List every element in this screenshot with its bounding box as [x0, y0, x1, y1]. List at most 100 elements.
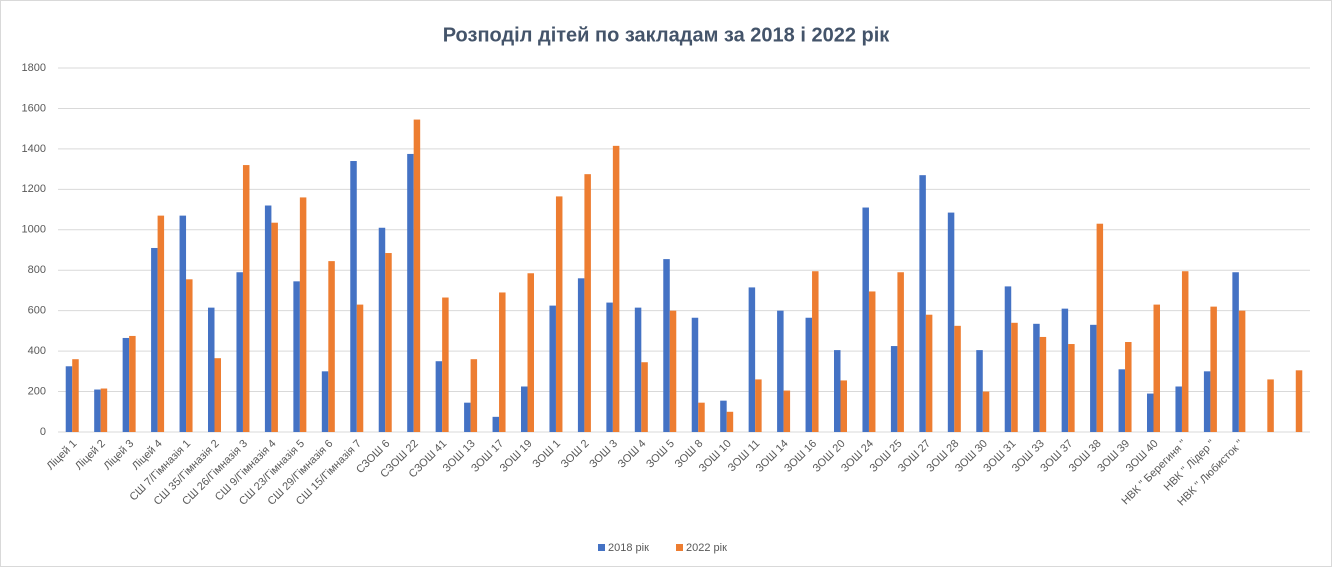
bar [1061, 308, 1069, 432]
bar [179, 215, 187, 432]
bar [868, 291, 876, 432]
bar [492, 416, 500, 432]
bar [264, 205, 272, 432]
y-tick-label: 1800 [22, 62, 46, 74]
bar [954, 325, 961, 432]
bar [720, 400, 727, 432]
bar [521, 386, 528, 432]
bar [1232, 272, 1239, 432]
bar [982, 391, 990, 432]
bar [214, 358, 221, 432]
bar [1011, 322, 1018, 432]
y-tick-label: 200 [28, 385, 46, 397]
bar [726, 411, 734, 432]
bar [350, 161, 357, 432]
bar [499, 292, 506, 432]
bar [691, 317, 699, 432]
bar [94, 389, 101, 432]
bar [1118, 369, 1126, 432]
bar [293, 281, 300, 432]
bar [1033, 323, 1040, 432]
bar [356, 304, 364, 432]
bar [663, 259, 670, 432]
bar [1181, 271, 1189, 432]
y-tick-label: 400 [28, 345, 46, 357]
bar [1096, 223, 1104, 432]
bar [1147, 393, 1154, 432]
bar [584, 174, 591, 432]
bar [72, 359, 79, 432]
chart-title: Розподіл дітей по закладам за 2018 і 202… [443, 24, 891, 46]
bar [1153, 304, 1160, 432]
bar [947, 212, 955, 432]
bar [236, 272, 243, 432]
bar [1175, 386, 1182, 432]
bar [925, 314, 933, 432]
bar [321, 371, 329, 432]
bar [129, 335, 136, 432]
bar [698, 402, 705, 432]
bar [777, 310, 784, 432]
legend-label: 2018 рік [608, 542, 649, 554]
bar [755, 379, 762, 432]
bar [805, 317, 813, 432]
bar [812, 271, 819, 432]
bar [100, 388, 108, 432]
bar [890, 346, 898, 432]
bar [122, 337, 130, 432]
bar [976, 350, 983, 432]
y-tick-label: 1600 [22, 102, 46, 114]
bar [328, 261, 335, 432]
bar [577, 278, 585, 432]
bar [555, 196, 563, 432]
bar [862, 207, 869, 432]
bar [612, 145, 620, 432]
bar [186, 279, 193, 432]
y-tick-label: 0 [40, 426, 46, 438]
bar [783, 390, 791, 432]
bar [1125, 342, 1132, 432]
bar [1068, 344, 1075, 432]
y-tick-label: 1000 [22, 224, 46, 236]
bar [549, 305, 556, 432]
legend-swatch [676, 544, 683, 551]
bar [834, 350, 841, 432]
bar [435, 361, 443, 432]
bar [606, 302, 613, 432]
bar [1004, 286, 1012, 432]
bar [1295, 370, 1303, 432]
bar [157, 215, 165, 432]
bar [470, 359, 478, 432]
bar [65, 366, 73, 432]
bar [1203, 371, 1211, 432]
bar [669, 310, 677, 432]
bar [1267, 379, 1274, 432]
bar [299, 197, 307, 432]
bar [271, 222, 278, 432]
bar [442, 297, 449, 432]
bar [1238, 310, 1246, 432]
bar [208, 307, 215, 432]
bar [897, 272, 904, 432]
bar [407, 153, 414, 432]
bar [378, 227, 386, 432]
y-tick-label: 1400 [22, 143, 46, 155]
y-tick-label: 1200 [22, 183, 46, 195]
y-tick-label: 600 [28, 305, 46, 317]
legend-label: 2022 рік [686, 542, 727, 554]
bar [464, 402, 471, 432]
bar [151, 247, 158, 432]
y-tick-label: 800 [28, 264, 46, 276]
bar [919, 175, 926, 432]
bar [1210, 306, 1217, 432]
bar [413, 119, 421, 433]
bar [385, 253, 392, 432]
bar [641, 362, 648, 432]
bar [634, 307, 642, 432]
bar [242, 165, 250, 433]
bar [1039, 336, 1047, 432]
bar [1090, 324, 1097, 432]
bar [748, 287, 756, 432]
legend-swatch [598, 544, 605, 551]
